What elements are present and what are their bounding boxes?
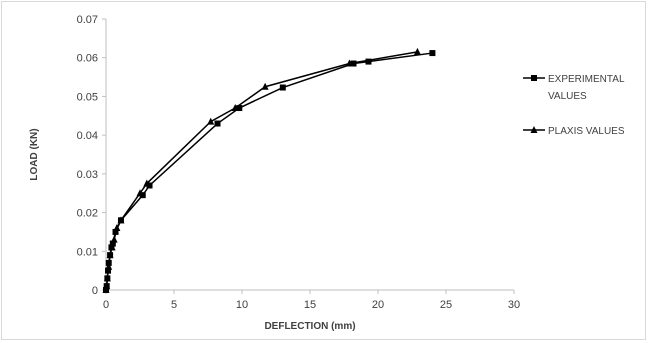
y-axis-title: LOAD (KN) <box>29 128 40 180</box>
legend-marker-experimental <box>531 75 537 81</box>
data-point-plaxis <box>106 251 114 259</box>
x-tick-label: 5 <box>171 299 177 311</box>
y-tick-label: 0.07 <box>77 14 98 26</box>
data-point-experimental <box>236 105 243 112</box>
x-tick-label: 0 <box>103 299 109 311</box>
legend-label-experimental: EXPERIMENTAL VALUES <box>548 74 625 102</box>
y-tick-label: 0.01 <box>77 246 98 258</box>
data-point-plaxis <box>231 104 239 112</box>
y-tick-label: 0.05 <box>77 91 98 103</box>
series-line-plaxis <box>105 51 418 291</box>
series-line-experimental <box>105 52 433 291</box>
data-point-plaxis <box>261 82 269 90</box>
y-tick-label: 0.02 <box>77 208 98 220</box>
data-point-plaxis <box>136 189 144 197</box>
data-point-plaxis <box>143 179 151 187</box>
data-point-experimental <box>365 58 372 65</box>
series-plaxis <box>102 47 421 293</box>
data-point-plaxis <box>413 47 421 55</box>
data-point-plaxis <box>110 235 118 243</box>
legend-item-experimental: EXPERIMENTAL VALUES <box>523 74 625 102</box>
x-tick-label: 25 <box>440 299 452 311</box>
x-tick-label: 15 <box>304 299 316 311</box>
data-point-plaxis <box>207 117 215 125</box>
data-point-plaxis <box>108 243 116 251</box>
legend-label-plaxis: PLAXIS VALUES <box>548 126 625 137</box>
legend-marker-plaxis <box>530 126 538 133</box>
axes: 0 0.01 0.02 0.03 0.04 0.05 0.06 0.07 0 5 10 15 20 25 3… <box>77 14 521 311</box>
data-point-plaxis <box>345 59 353 67</box>
data-point-plaxis <box>103 282 111 290</box>
y-tick-label: 0 <box>92 285 98 297</box>
data-point-experimental <box>279 84 286 91</box>
data-point-experimental <box>429 50 436 57</box>
legend: EXPERIMENTAL VALUES PLAXIS VALUES <box>523 74 625 137</box>
plot-area <box>102 47 436 293</box>
y-tick-label: 0.03 <box>77 169 98 181</box>
data-point-plaxis <box>103 274 111 282</box>
x-axis-title: DEFLECTION (mm) <box>264 321 355 332</box>
x-tick-label: 10 <box>236 299 248 311</box>
x-tick-label: 20 <box>372 299 384 311</box>
data-point-plaxis <box>105 262 113 270</box>
legend-item-plaxis: PLAXIS VALUES <box>523 126 625 137</box>
series-experimental <box>103 50 436 293</box>
data-point-plaxis <box>102 286 110 293</box>
y-tick-label: 0.04 <box>77 130 98 142</box>
data-point-plaxis <box>113 224 121 232</box>
data-point-plaxis <box>117 216 125 224</box>
y-tick-label: 0.06 <box>77 53 98 65</box>
x-tick-label: 30 <box>508 299 520 311</box>
data-point-experimental <box>214 120 221 127</box>
